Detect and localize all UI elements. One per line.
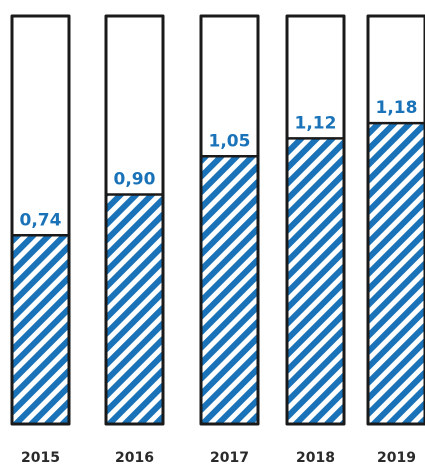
bar-outline-2019 xyxy=(366,14,425,426)
category-label-2015: 2015 xyxy=(21,450,60,466)
bar-outline-2017 xyxy=(199,14,260,426)
bar-fill-2016 xyxy=(106,194,163,424)
category-label-2018: 2018 xyxy=(296,450,335,466)
value-label-2015: 0,74 xyxy=(20,210,62,230)
value-label-2019: 1,18 xyxy=(376,98,418,118)
bar-outline-2018 xyxy=(285,14,346,426)
value-label-2017: 1,05 xyxy=(209,131,251,151)
category-label-2016: 2016 xyxy=(115,450,154,466)
value-label-2018: 1,12 xyxy=(295,113,337,133)
bar-fill-2015 xyxy=(12,235,69,424)
bar-outline-2015 xyxy=(10,14,71,426)
category-label-2019: 2019 xyxy=(377,450,416,466)
value-label-2016: 0,90 xyxy=(114,170,156,190)
bar-outline-2016 xyxy=(104,14,165,426)
bar-fill-2019 xyxy=(368,123,425,424)
bar-fill-2017 xyxy=(201,156,258,424)
category-label-2017: 2017 xyxy=(210,450,249,466)
bar-fill-2018 xyxy=(287,138,344,424)
bars-group: 0,74 2015 0,90 2016 1,05 2017 1,12 2018 1,18 2019 xyxy=(10,14,425,466)
